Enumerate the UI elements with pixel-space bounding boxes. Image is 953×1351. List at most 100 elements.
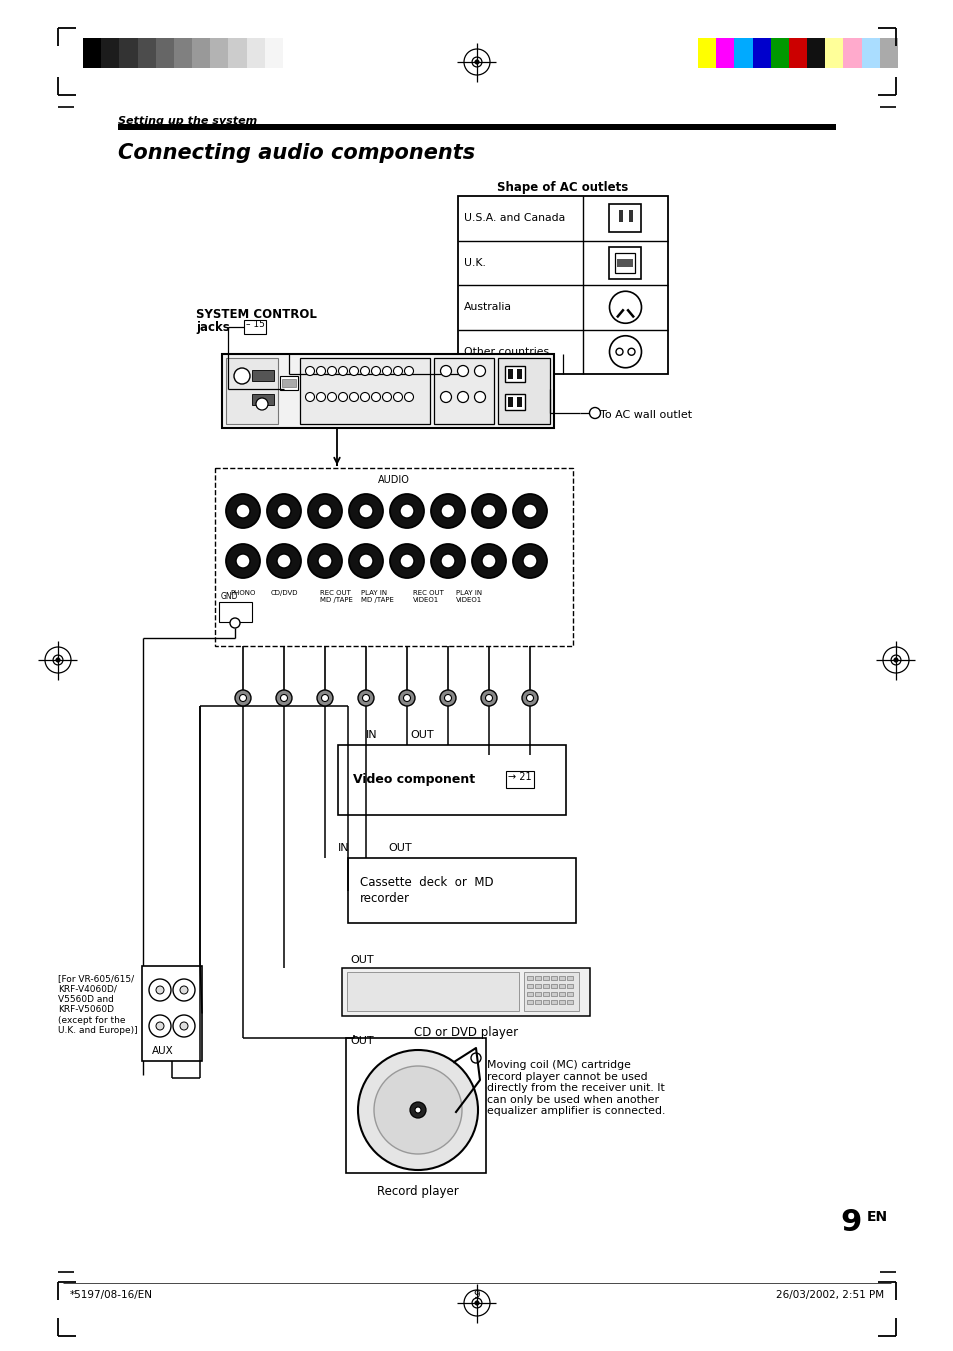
Text: To AC wall outlet: To AC wall outlet	[599, 409, 691, 420]
Bar	[535, 992, 540, 996]
Circle shape	[338, 393, 347, 401]
Circle shape	[226, 544, 260, 578]
Circle shape	[305, 366, 314, 376]
Text: CD/DVD: CD/DVD	[270, 590, 297, 596]
Bar	[280, 376, 297, 390]
Bar	[505, 771, 534, 788]
Bar	[542, 975, 548, 979]
Circle shape	[399, 504, 414, 517]
Bar	[558, 1000, 564, 1004]
Bar	[118, 124, 835, 130]
Circle shape	[255, 399, 268, 409]
Text: CD or DVD player: CD or DVD player	[414, 1025, 517, 1039]
Circle shape	[399, 554, 414, 567]
Bar	[558, 992, 564, 996]
Bar	[155, 38, 173, 68]
Circle shape	[374, 1066, 461, 1154]
Circle shape	[349, 544, 382, 578]
Bar	[517, 397, 521, 407]
Circle shape	[522, 504, 537, 517]
Circle shape	[474, 366, 485, 377]
Bar	[497, 358, 550, 424]
Bar	[265, 38, 283, 68]
Circle shape	[513, 494, 546, 528]
Text: OUT: OUT	[388, 843, 411, 852]
Bar	[282, 380, 295, 386]
Bar	[551, 1000, 557, 1004]
Bar	[222, 354, 554, 428]
Bar	[299, 358, 430, 424]
Circle shape	[444, 694, 451, 701]
Circle shape	[398, 690, 415, 707]
Text: → 21: → 21	[507, 771, 531, 782]
Circle shape	[305, 393, 314, 401]
Circle shape	[316, 366, 325, 376]
Bar	[83, 38, 101, 68]
Circle shape	[172, 1015, 194, 1038]
Circle shape	[349, 494, 382, 528]
Circle shape	[234, 690, 251, 707]
Bar	[542, 984, 548, 988]
Circle shape	[156, 986, 164, 994]
Bar	[558, 975, 564, 979]
Text: Cassette  deck  or  MD
recorder: Cassette deck or MD recorder	[359, 877, 493, 905]
Circle shape	[267, 544, 301, 578]
Circle shape	[513, 544, 546, 578]
Circle shape	[393, 366, 402, 376]
Bar	[341, 969, 589, 1016]
Text: [For VR-605/615/
KRF-V4060D/
V5560D and
KRF-V5060D
(except for the
U.K. and Euro: [For VR-605/615/ KRF-V4060D/ V5560D and …	[58, 974, 138, 1035]
Bar	[615, 253, 635, 273]
Bar	[566, 984, 573, 988]
Circle shape	[609, 336, 640, 367]
Text: jacks: jacks	[195, 322, 230, 334]
Bar	[214, 467, 573, 646]
Circle shape	[471, 1052, 480, 1063]
Text: Setting up the system: Setting up the system	[118, 116, 257, 126]
Bar	[210, 38, 228, 68]
Bar	[542, 992, 548, 996]
Circle shape	[526, 694, 533, 701]
Circle shape	[589, 408, 599, 419]
Circle shape	[327, 366, 336, 376]
Text: OUT: OUT	[350, 1036, 374, 1046]
Circle shape	[327, 393, 336, 401]
Text: 9: 9	[840, 1208, 861, 1238]
Bar	[337, 744, 565, 815]
Bar	[526, 992, 533, 996]
Circle shape	[439, 690, 456, 707]
Circle shape	[627, 349, 635, 355]
Circle shape	[382, 366, 391, 376]
Text: Moving coil (MC) cartridge
record player cannot be used
directly from the receiv: Moving coil (MC) cartridge record player…	[486, 1061, 664, 1116]
Circle shape	[609, 292, 640, 323]
Text: OUT: OUT	[410, 730, 434, 740]
Bar	[617, 259, 633, 266]
Bar	[526, 1000, 533, 1004]
Circle shape	[440, 366, 451, 377]
Bar	[507, 369, 513, 380]
Bar	[523, 971, 578, 1011]
Bar	[698, 38, 716, 68]
Circle shape	[358, 554, 373, 567]
Bar	[551, 984, 557, 988]
Text: PHONO: PHONO	[230, 590, 255, 596]
Circle shape	[390, 544, 423, 578]
Circle shape	[362, 694, 369, 701]
Bar	[551, 975, 557, 979]
Circle shape	[338, 366, 347, 376]
Circle shape	[349, 366, 358, 376]
Bar	[566, 975, 573, 979]
Circle shape	[457, 392, 468, 403]
Text: OUT: OUT	[350, 955, 374, 965]
Text: AUX: AUX	[152, 1046, 173, 1056]
Circle shape	[55, 658, 60, 662]
Circle shape	[440, 554, 455, 567]
Text: GND: GND	[221, 592, 238, 601]
Circle shape	[410, 1102, 426, 1119]
Bar	[734, 38, 752, 68]
Bar	[566, 992, 573, 996]
Circle shape	[321, 694, 328, 701]
Text: Connecting audio components: Connecting audio components	[118, 143, 475, 163]
Circle shape	[474, 392, 485, 403]
Text: Shape of AC outlets: Shape of AC outlets	[497, 181, 628, 195]
Bar	[507, 397, 513, 407]
